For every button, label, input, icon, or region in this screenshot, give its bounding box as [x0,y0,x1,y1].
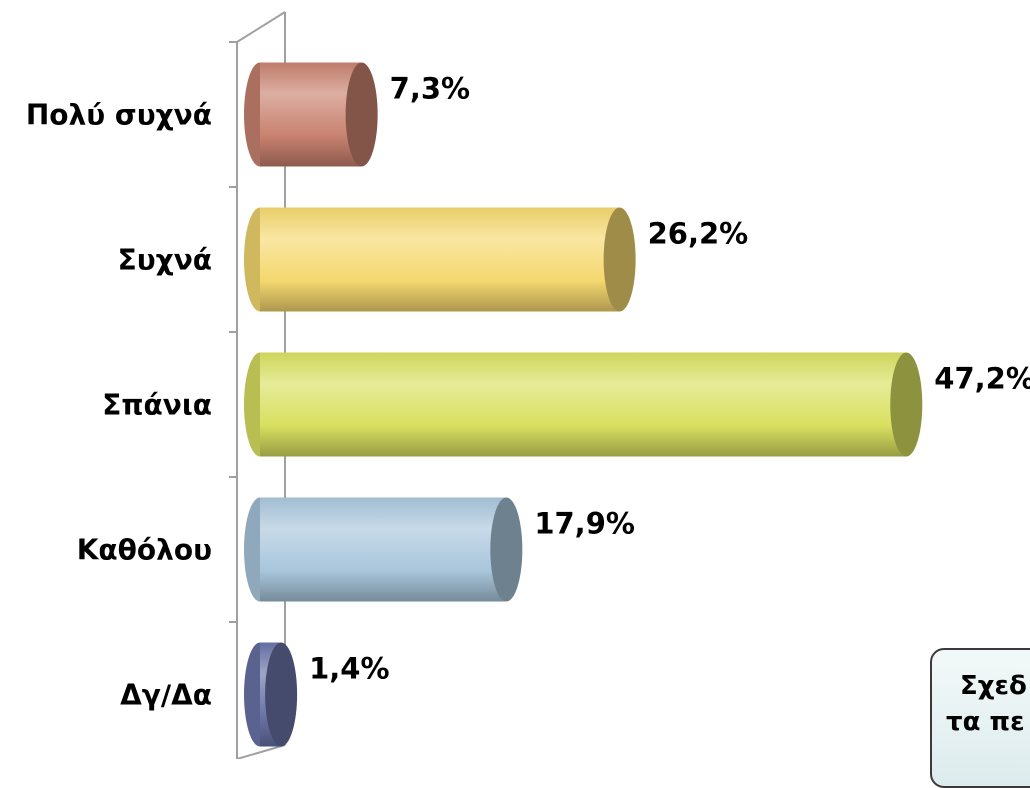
callout-box: Σχεδ τα πε [930,648,1030,788]
value-label: 47,2% [934,362,1030,396]
axis-line-bottom [236,744,286,759]
chart-bars [244,62,923,747]
bar-body [260,497,507,602]
bar-body [260,207,620,312]
category-label: Συχνά [118,244,212,277]
value-labels: 7,3% 26,2% 47,2% 17,9% 1,4% [309,72,1030,686]
bar-body [260,62,362,167]
value-label: 17,9% [534,507,635,541]
bar-body [260,352,907,457]
bar-2 [244,207,636,312]
bar-end-cap [345,62,378,167]
bar-end-cap [603,207,636,312]
bar-end-cap [265,642,298,747]
callout-line-1: Σχεδ [960,671,1027,701]
value-label: 26,2% [648,217,749,251]
bar-end-cap [490,497,523,602]
category-label: Πολύ συχνά [26,99,212,132]
value-label: 7,3% [390,72,470,106]
bar-end-cap [890,352,923,457]
bar-3 [244,352,923,457]
category-labels: Πολύ συχνά Συχνά Σπάνια Καθόλου Δγ/Δα [26,99,212,712]
bar-chart: Πολύ συχνά Συχνά Σπάνια Καθόλου Δγ/Δα 7,3% 26… [26,11,1030,759]
category-label: Δγ/Δα [120,679,212,712]
bar-1 [244,62,378,167]
category-label: Καθόλου [77,534,212,567]
bar-5 [244,642,298,747]
bar-4 [244,497,523,602]
value-label: 1,4% [309,652,389,686]
callout-line-2: τα πε [946,707,1025,737]
axis-line-top [236,11,286,43]
category-label: Σπάνια [102,389,212,422]
